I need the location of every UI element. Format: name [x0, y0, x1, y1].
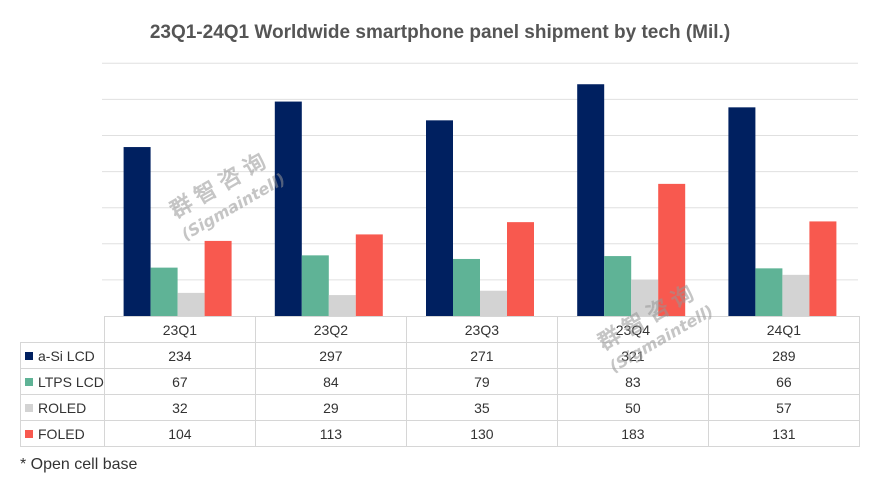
bar-23q2-ltps-lcd — [301, 255, 329, 316]
table-cell-value: 104 — [103, 420, 256, 447]
table-cell-value: 113 — [254, 420, 407, 447]
table-cell-value: 57 — [707, 394, 860, 421]
table-header-row: 23Q1 23Q2 23Q3 23Q4 24Q1 — [20, 316, 860, 343]
legend-swatch — [25, 351, 33, 360]
category-label: 23Q2 — [254, 316, 407, 343]
legend-label: ROLED — [38, 399, 87, 416]
category-label: 24Q1 — [707, 316, 860, 343]
bar-24q1-a-si-lcd — [728, 107, 756, 316]
legend-label: LTPS LCD — [38, 373, 104, 390]
table-cell-value: 50 — [556, 394, 709, 421]
bar-23q1-foled — [204, 240, 232, 316]
legend-label: FOLED — [38, 425, 85, 442]
legend-entry: LTPS LCD — [20, 368, 105, 395]
category-label: 23Q3 — [405, 316, 558, 343]
table-cell-value: 271 — [405, 342, 558, 369]
footnote: * Open cell base — [20, 456, 138, 473]
table-cell-value: 79 — [405, 368, 558, 395]
chart-title: 23Q1-24Q1 Worldwide smartphone panel shi… — [149, 22, 731, 43]
bar-23q3-ltps-lcd — [453, 258, 480, 316]
bars — [123, 84, 837, 316]
legend-swatch — [25, 403, 33, 412]
table-row: a-Si LCD 234 297 271 321 289 — [20, 342, 860, 369]
bar-23q4-ltps-lcd — [604, 256, 632, 316]
table-cell-value: 35 — [405, 394, 558, 421]
bar-23q3-foled — [507, 222, 534, 316]
bar-23q2-foled — [355, 234, 383, 316]
bar-23q4-a-si-lcd — [577, 84, 605, 316]
bar-24q1-roled — [782, 274, 810, 316]
legend-entry: ROLED — [20, 394, 105, 421]
table-cell-value: 130 — [405, 420, 558, 447]
bar-24q1-foled — [809, 221, 837, 316]
table-row: ROLED 32 29 35 50 57 — [20, 394, 860, 421]
legend-swatch — [25, 429, 33, 438]
table-cell-value: 183 — [556, 420, 709, 447]
legend-entry: FOLED — [20, 420, 105, 447]
table-cell-value: 29 — [254, 394, 407, 421]
bar-23q4-roled — [631, 279, 659, 316]
bar-23q1-a-si-lcd — [123, 147, 151, 316]
table-corner — [20, 316, 105, 343]
legend-entry: a-Si LCD — [20, 342, 105, 369]
data-table: 23Q1 23Q2 23Q3 23Q4 24Q1 a-Si LCD 234 297 2… — [20, 316, 860, 447]
bar-23q3-a-si-lcd — [426, 120, 453, 316]
table-cell-value: 84 — [254, 368, 407, 395]
bar-24q1-ltps-lcd — [755, 268, 783, 316]
legend-swatch — [25, 377, 33, 386]
bar-23q3-roled — [480, 290, 507, 316]
legend-label: a-Si LCD — [38, 347, 95, 364]
bar-23q1-ltps-lcd — [150, 267, 178, 316]
table-cell-value: 321 — [556, 342, 709, 369]
table-cell-value: 83 — [556, 368, 709, 395]
bar-23q2-roled — [328, 295, 356, 316]
table-cell-value: 32 — [103, 394, 256, 421]
bar-plot-area — [102, 62, 858, 316]
category-label: 23Q1 — [103, 316, 256, 343]
table-cell-value: 66 — [707, 368, 860, 395]
table-cell-value: 131 — [707, 420, 860, 447]
table-cell-value: 67 — [103, 368, 256, 395]
table-cell-value: 289 — [707, 342, 860, 369]
table-row: FOLED 104 113 130 183 131 — [20, 420, 860, 447]
bar-23q1-roled — [177, 292, 205, 316]
category-label: 23Q4 — [556, 316, 709, 343]
bar-23q2-a-si-lcd — [274, 101, 302, 316]
table-cell-value: 234 — [103, 342, 256, 369]
bar-23q4-foled — [658, 183, 686, 316]
table-row: LTPS LCD 67 84 79 83 66 — [20, 368, 860, 395]
table-cell-value: 297 — [254, 342, 407, 369]
